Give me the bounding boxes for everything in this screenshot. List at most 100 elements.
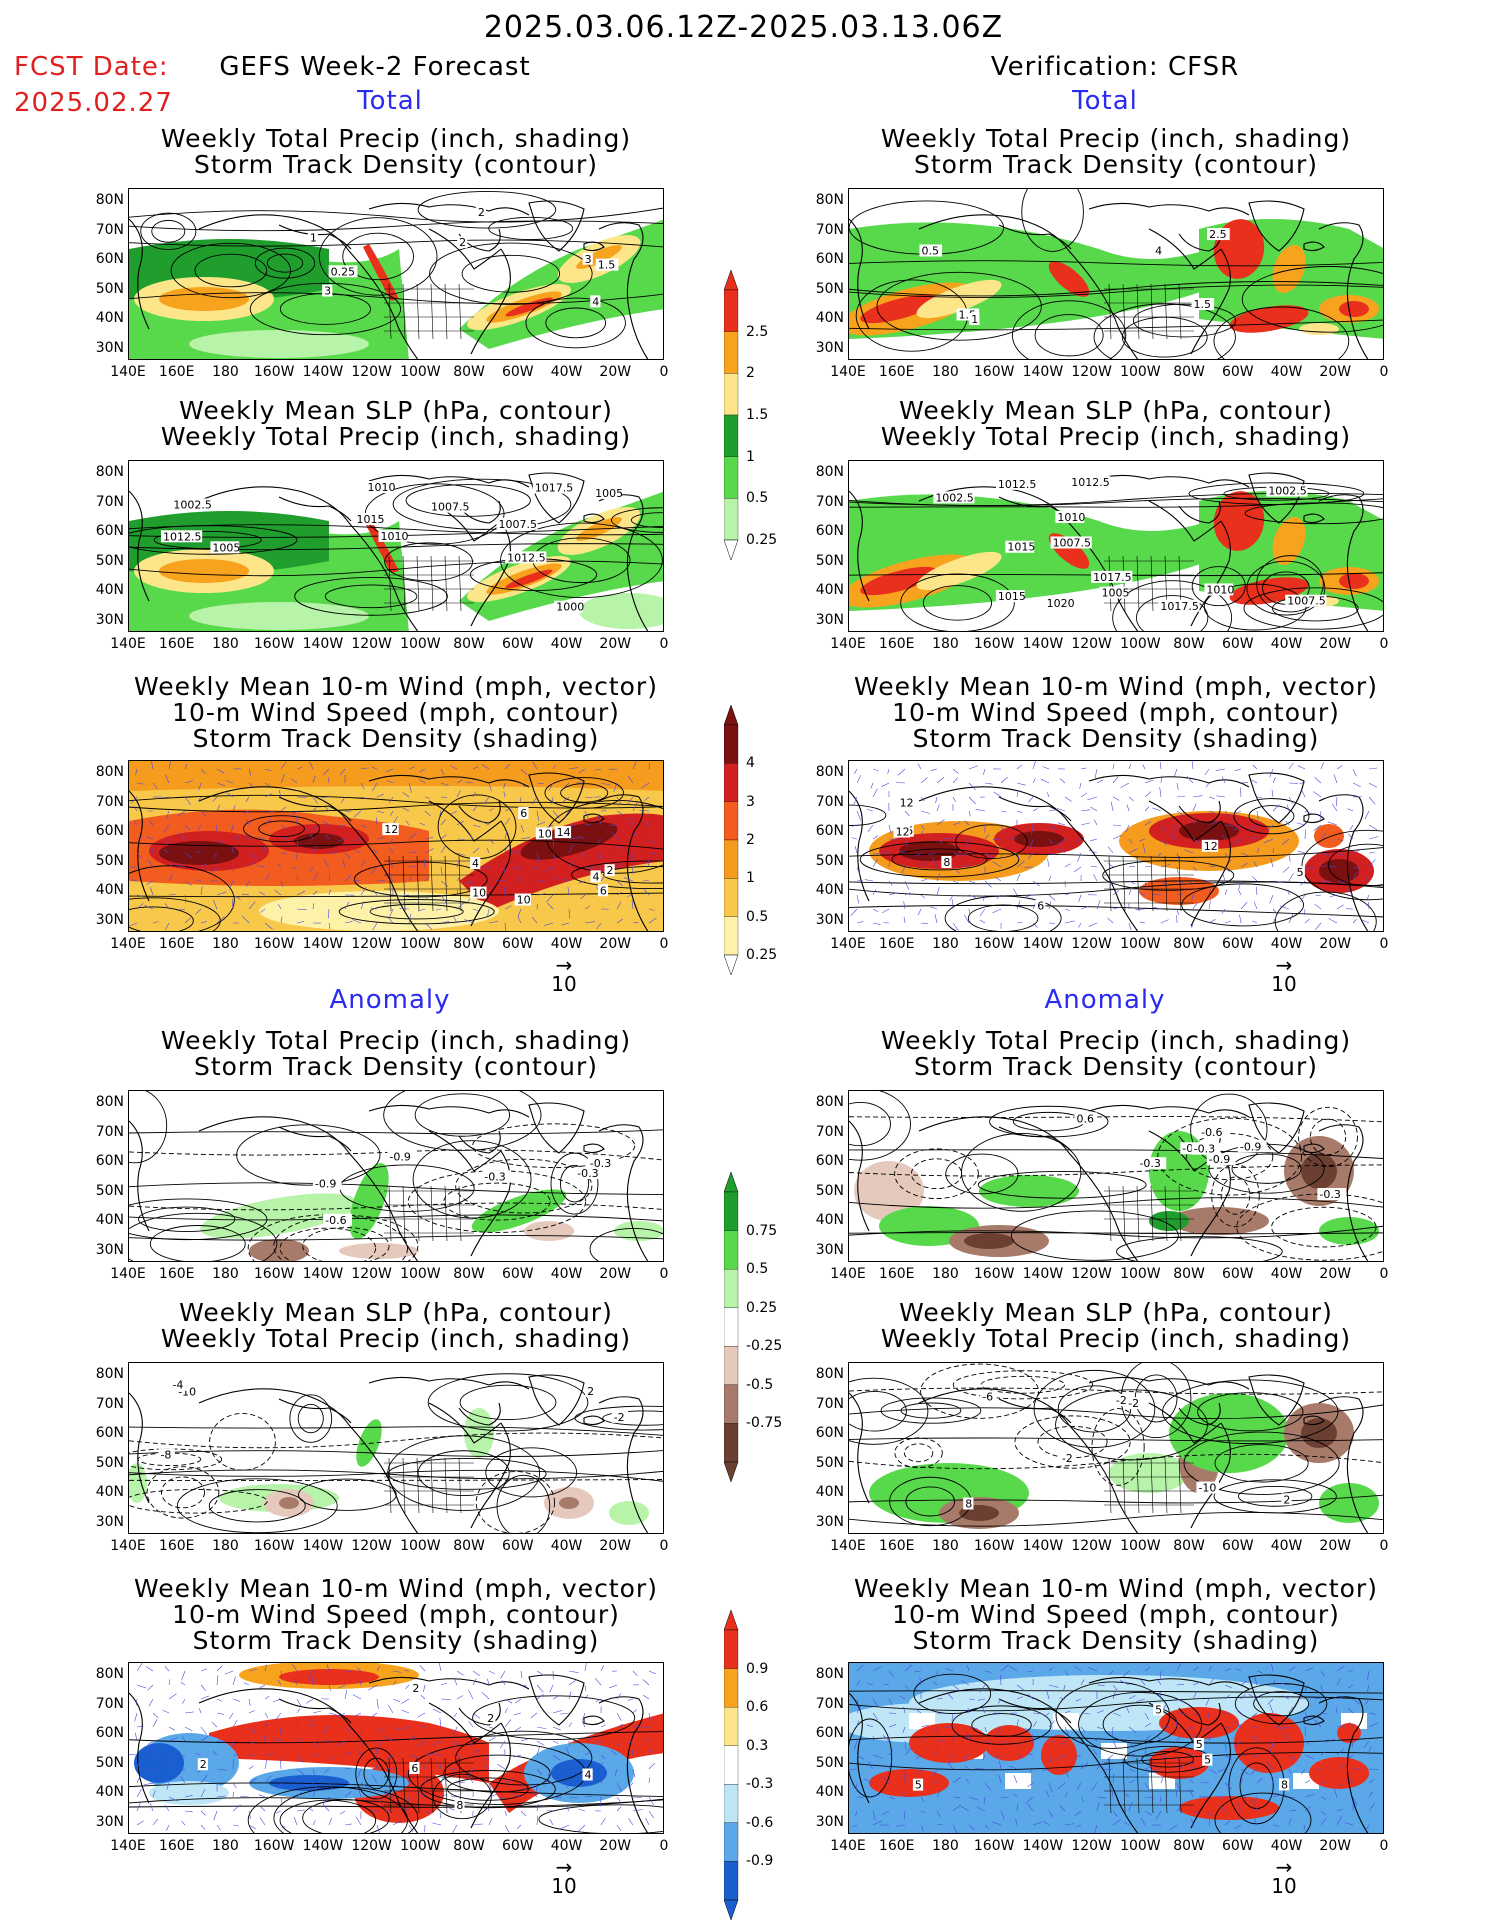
- contour-label: 10: [472, 887, 486, 900]
- lon-label: 140W: [302, 936, 344, 952]
- lat-label: 40N: [95, 582, 124, 598]
- contour-label: 0.5: [921, 245, 939, 258]
- contour-label: 12: [896, 826, 910, 839]
- contour-label-bg: [410, 1682, 421, 1695]
- contour-label-bg: [1099, 586, 1129, 599]
- lat-label: 30N: [815, 611, 844, 628]
- map-svg: 2 6 2 4 8 2: [129, 1663, 663, 1833]
- map-panel: -0.6 -0.9 -0.3 -0.3 -0.9 -0.3: [128, 1090, 664, 1262]
- contour-label-bg: [1074, 1112, 1098, 1125]
- colorbar-label: 0.6: [746, 1699, 769, 1716]
- contour-label-bg: [322, 284, 333, 297]
- contour-label: 6: [600, 884, 607, 897]
- lon-label: 120W: [351, 936, 392, 952]
- lon-label: 0: [659, 364, 669, 380]
- contour-label-bg: [158, 1448, 175, 1461]
- lon-label: 100W: [400, 1838, 441, 1854]
- panel-title-line: Weekly Mean 10-m Wind (mph, vector): [854, 672, 1378, 701]
- contour-label-bg: [470, 857, 481, 870]
- lat-label: 70N: [815, 493, 844, 510]
- contour-label-bg: [387, 1150, 417, 1163]
- contour-label-bg: [160, 530, 203, 543]
- fcst-label: FCST Date:: [14, 52, 169, 82]
- lon-label: 60W: [501, 364, 534, 380]
- colorbar-svg: [723, 704, 739, 976]
- reference-vector: → 10: [1254, 1857, 1314, 1898]
- lat-label: 50N: [95, 1754, 124, 1771]
- lon-label: 60W: [1221, 1838, 1254, 1854]
- lon-label: 160E: [878, 1538, 915, 1554]
- panel-title-line: Weekly Mean 10-m Wind (mph, vector): [134, 672, 658, 701]
- lon-label: 120W: [351, 1838, 392, 1854]
- lat-label: 80N: [95, 1366, 124, 1382]
- contour-label-bg: [382, 823, 399, 836]
- lon-label: 100W: [400, 1266, 441, 1282]
- lat-label: 80N: [815, 192, 844, 208]
- lat-label: 80N: [95, 1666, 124, 1682]
- lon-label: 120W: [1071, 1266, 1112, 1282]
- lon-label: 60W: [501, 1538, 534, 1554]
- lat-label: 70N: [815, 1695, 844, 1712]
- lon-label: 120W: [1071, 936, 1112, 952]
- lon-label: 160W: [253, 1538, 295, 1554]
- lon-label: 180: [212, 636, 239, 652]
- lon-label: 140W: [302, 364, 344, 380]
- contour-label-bg: [514, 893, 532, 906]
- section-total-right: Total: [1072, 86, 1138, 116]
- contour-label: 1002.5: [173, 498, 212, 511]
- lon-label: 140W: [302, 1266, 344, 1282]
- contour-label: 4: [592, 870, 599, 883]
- colorbar-label: 1: [746, 448, 755, 465]
- lat-label: 70N: [95, 1695, 124, 1712]
- contour-label: 1012.5: [163, 530, 202, 543]
- lon-label: 0: [1379, 1538, 1389, 1554]
- lon-label: 0: [659, 636, 669, 652]
- contour-label: 1005: [212, 541, 240, 554]
- contour-label-bg: [597, 884, 609, 897]
- colorbar-label: 0.75: [746, 1222, 778, 1239]
- lat-label: 70N: [95, 1395, 124, 1412]
- contour-label: 5: [1297, 866, 1304, 879]
- contour-label: 2: [1283, 1493, 1290, 1506]
- lat-label: 30N: [815, 1513, 844, 1530]
- lon-label: 160E: [158, 636, 195, 652]
- contour-label: 5: [1155, 1704, 1162, 1717]
- contour-label-bg: [1204, 583, 1234, 596]
- contour-label-bg: [378, 529, 408, 542]
- contour-label: 1007.5: [431, 501, 470, 514]
- contour-label-bg: [535, 827, 553, 840]
- contour-label: 2: [412, 1682, 419, 1695]
- contour-label-bg: [496, 517, 538, 530]
- lon-label: 20W: [1319, 1538, 1352, 1554]
- contour-label: -2: [614, 1411, 625, 1424]
- contour-label: 1015: [356, 513, 384, 526]
- contour-label: -10: [1198, 1482, 1216, 1495]
- lon-label: 60W: [501, 1838, 534, 1854]
- lon-label: 180: [932, 636, 959, 652]
- contour-label: 6: [1037, 900, 1044, 913]
- lon-label: 40W: [550, 636, 583, 652]
- panel-title-line: Weekly Total Precip (inch, shading): [880, 1324, 1352, 1353]
- lon-label: 120W: [1071, 364, 1112, 380]
- lon-label: 80W: [1173, 1838, 1205, 1854]
- fcst-date: 2025.02.27: [14, 88, 173, 118]
- lon-label: 140W: [1022, 364, 1064, 380]
- lon-label: 0: [659, 936, 669, 952]
- lat-label: 30N: [815, 1241, 844, 1258]
- reference-vector: → 10: [1254, 955, 1314, 996]
- lon-label: 60W: [1221, 1266, 1254, 1282]
- lat-label: 60N: [815, 1725, 844, 1741]
- lon-label: 100W: [400, 936, 441, 952]
- contour-label-bg: [323, 1213, 352, 1226]
- colorbar-label: 0.5: [746, 490, 769, 507]
- lon-label: 40W: [1270, 1538, 1303, 1554]
- contour-label: 1010: [380, 530, 408, 543]
- lat-label: 80N: [815, 764, 844, 780]
- lat-label: 80N: [815, 1366, 844, 1382]
- contour-label: 1.5: [1194, 298, 1212, 311]
- contour-label-bg: [590, 870, 601, 883]
- contour-label: -8: [160, 1449, 171, 1462]
- contour-label: 2: [587, 1385, 594, 1398]
- colorbar-label: -0.75: [746, 1415, 783, 1432]
- contour-label: 1012.5: [507, 551, 546, 564]
